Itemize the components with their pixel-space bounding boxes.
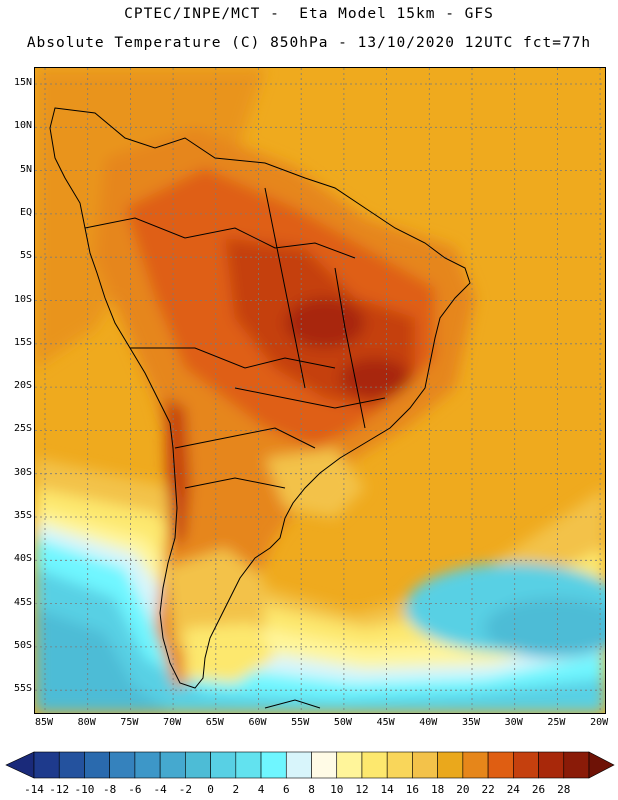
longitude-label: 20W (590, 717, 609, 728)
temperature-field (35, 68, 605, 713)
colorbar-label: -12 (49, 783, 70, 796)
colorbar-swatch (412, 751, 438, 779)
colorbar-swatch (210, 751, 237, 779)
colorbar-swatch (386, 751, 413, 779)
chart-title-line1: CPTEC/INPE/MCT - Eta Model 15km - GFS (124, 6, 494, 22)
colorbar-swatch (361, 751, 388, 779)
longitude-label: 25W (547, 717, 566, 728)
colorbar-label: 8 (308, 783, 315, 796)
colorbar-swatch (563, 751, 590, 779)
colorbar-swatch (84, 751, 110, 779)
longitude-label: 35W (461, 717, 481, 728)
colorbar-label: 24 (506, 783, 520, 796)
latitude-label: 30S (13, 466, 32, 478)
colorbar-swatch (538, 751, 565, 779)
colorbar-label: 26 (531, 783, 546, 796)
colorbar-swatch (235, 751, 262, 779)
longitude-label: 60W (248, 717, 267, 728)
colorbar-label: -6 (128, 783, 142, 796)
colorbar-label: 20 (456, 783, 470, 796)
map-panel (34, 67, 606, 714)
colorbar-swatch (134, 751, 161, 779)
colorbar-swatch (437, 751, 464, 779)
longitude-label: 65W (205, 717, 224, 728)
longitude-label: 45W (376, 717, 395, 728)
longitude-label: 80W (77, 717, 96, 728)
longitude-label: 30W (504, 717, 523, 728)
colorbar-label: 28 (557, 783, 571, 796)
colorbar (5, 751, 615, 779)
colorbar-label: 6 (282, 783, 290, 796)
colorbar-label: -4 (153, 783, 167, 796)
latitude-label: EQ (19, 206, 32, 218)
longitude-label: 55W (291, 717, 310, 728)
colorbar-label: 12 (355, 783, 369, 796)
map-grid (35, 68, 605, 713)
colorbar-label: 18 (431, 783, 445, 796)
temperature-field-map (35, 68, 605, 713)
colorbar-label: 2 (232, 783, 240, 796)
colorbar-swatch (58, 751, 85, 779)
colorbar-swatch (285, 751, 312, 779)
colorbar-label: 16 (405, 783, 420, 796)
longitude-label: 70W (163, 717, 182, 728)
colorbar-below-arrow (5, 751, 35, 779)
latitude-label: 5S (19, 250, 32, 262)
longitude-label: 50W (333, 717, 352, 728)
latitude-label: 35S (13, 510, 32, 521)
latitude-label: 40S (13, 553, 32, 565)
colorbar-label: 4 (257, 783, 265, 796)
latitude-label: 50S (13, 639, 32, 651)
longitude-label: 40W (419, 717, 438, 728)
colorbar-swatch (33, 751, 60, 779)
colorbar-swatch (109, 751, 136, 779)
colorbar-swatch (336, 751, 363, 779)
latitude-label: 10S (13, 293, 32, 305)
colorbar-label: -8 (103, 783, 117, 796)
colorbar-swatch (311, 751, 338, 779)
colorbar-swatch (462, 751, 489, 779)
colorbar-label: 14 (380, 783, 394, 796)
colorbar-label: -2 (178, 783, 192, 796)
latitude-label: 15S (13, 336, 32, 348)
longitude-label: 85W (34, 717, 54, 728)
colorbar-swatch (260, 751, 287, 779)
colorbar-swatch (185, 751, 211, 779)
latitude-label: 5N (19, 163, 32, 175)
chart-title-line2: Absolute Temperature (C) 850hPa - 13/10/… (26, 35, 592, 51)
colorbar-label: 22 (481, 783, 495, 796)
coastline (49, 107, 471, 709)
colorbar-swatch (159, 751, 186, 779)
latitude-label: 25S (13, 423, 32, 435)
colorbar-label: 10 (330, 783, 344, 796)
colorbar-label: 0 (207, 783, 214, 796)
colorbar-swatch (513, 751, 539, 779)
colorbar-label: -14 (24, 783, 44, 796)
latitude-label: 45S (13, 596, 32, 608)
colorbar-label: -10 (74, 783, 95, 796)
latitude-label: 55S (13, 683, 32, 695)
latitude-label: 20S (13, 380, 32, 392)
colorbar-swatch (487, 751, 514, 779)
longitude-label: 75W (120, 717, 139, 728)
latitude-label: 15N (13, 77, 32, 88)
latitude-label: 10N (13, 120, 32, 132)
colorbar-above-arrow (588, 751, 615, 779)
